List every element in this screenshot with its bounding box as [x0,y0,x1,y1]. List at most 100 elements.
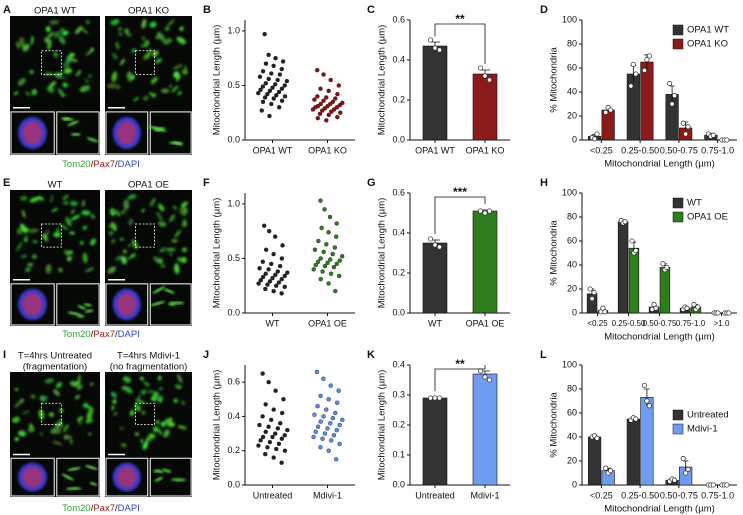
replicate-point [427,395,434,401]
mito-blob [90,214,96,219]
x-tick-label: Untreated [415,490,455,500]
replicate-point [482,73,488,79]
mito-blob [78,420,82,426]
mito-blob [63,434,69,440]
significance: ** [455,12,465,26]
data-point [282,284,287,290]
data-point [336,273,342,279]
mito-blob [69,57,78,62]
data-point [318,256,323,261]
mito-blob [62,194,69,200]
mito-blob [149,21,157,28]
mito-blob [176,36,186,45]
x-tick-label: 0.25-0.50 [612,319,646,328]
y-tick-label: 40 [567,86,577,96]
replicate-point [724,137,730,143]
data-point [328,383,333,388]
replicate-point [680,456,686,462]
data-point [318,86,323,91]
roi-box [41,402,62,425]
mito-blob [85,20,90,24]
data-point [334,400,340,405]
replicate-point [646,403,652,409]
replicate-point [591,290,597,296]
mito-blob [90,238,97,246]
replicate-point [594,435,600,441]
inset-zoom [149,457,192,497]
legend-swatch [672,24,684,36]
mito-blob [169,84,173,88]
data-point [328,257,333,262]
data-point [273,272,278,278]
y-tick-label: 0.2 [392,267,405,277]
mito-blob [60,93,66,97]
panel-letter: I [3,349,6,361]
image-label: WT [48,180,63,191]
mito-blob [181,221,188,228]
pax7 [117,466,137,488]
bar [422,397,448,486]
data-point [276,105,282,110]
y-tick-label: 0.6 [392,187,405,197]
data-point [258,278,263,283]
mito-blob [142,95,149,101]
x-tick-label: 0.75-1.0 [701,145,734,155]
pax7 [22,292,43,316]
replicate-point [603,109,609,115]
mito-blob [177,373,183,384]
data-point [312,97,317,102]
mito-blob [126,33,133,37]
mito-blob [12,416,20,423]
x-tick-label: OPA1 OE [466,318,505,328]
x-tick-label: <0.25 [587,319,608,328]
legend-swatch [672,211,684,223]
mito-zoom [154,476,163,482]
mito-blob [37,196,44,201]
data-point [322,207,327,212]
x-tick-label: <0.25 [590,490,613,500]
mito-blob [174,229,181,238]
replicate-point [646,53,652,59]
mito-blob [172,205,178,211]
mito-blob [159,387,163,391]
mito-zoom [152,286,166,294]
mito-blob [115,41,120,50]
mito-blob [184,65,188,75]
replicate-point [695,304,701,310]
mito-blob [24,234,28,242]
mito-blob [129,411,135,416]
replicate-point [685,124,691,130]
mito-blob [56,227,59,235]
legend-swatch [672,423,684,435]
mito-zoom [153,469,161,473]
mito-blob [48,81,57,88]
mito-blob [164,26,170,31]
x-tick-label: Untreated [253,490,293,500]
replicate-point [486,208,493,214]
y-tick-label: 100 [562,359,577,369]
replicate-point [683,470,689,476]
mito-blob [44,378,55,384]
mito-blob [45,26,51,32]
data-point [318,393,323,399]
mito-blob [89,409,95,413]
data-point [270,434,275,440]
data-point [271,407,276,412]
legend-label: WT [687,198,702,209]
data-point [313,429,318,435]
mito-blob [141,208,145,213]
y-tick-label: 80 [567,38,577,48]
mito-blob [30,35,34,46]
mito-blob [176,74,181,82]
data-point [333,96,338,101]
mito-blob [75,25,83,35]
data-point [326,281,331,286]
mito-blob [19,37,25,48]
x-tick-label: WT [266,318,280,328]
data-point [336,388,341,393]
mito-blob [76,416,84,422]
replicate-point [436,395,443,401]
data-point [330,251,335,257]
mito-blob [19,195,28,201]
